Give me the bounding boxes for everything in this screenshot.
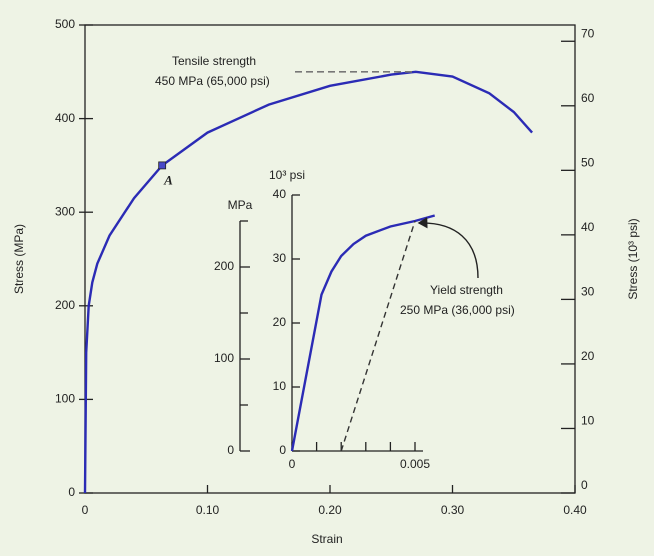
y-tick-label: 500: [55, 17, 75, 31]
point-marker: [158, 161, 167, 170]
inset-y2-label: 10³ psi: [269, 168, 305, 182]
plot-frame: [84, 24, 576, 494]
yield-label: 250 MPa (36,000 psi): [400, 303, 515, 317]
inset-y-tick-label: 0: [227, 443, 234, 457]
inset-y-label: MPa: [228, 198, 253, 212]
y2-tick-label: 30: [581, 285, 595, 299]
data-line: [83, 70, 533, 494]
x-tick-label: 0: [82, 503, 89, 517]
x-tick-label: 0.30: [441, 503, 465, 517]
y2-tick-label: 10: [581, 414, 595, 428]
yield-arrow: [417, 217, 479, 279]
inset-x-tick-label: 0: [289, 457, 296, 471]
x-axis-label: Strain: [311, 532, 342, 546]
y2-tick-label: 0: [581, 478, 588, 492]
data-line: [290, 214, 436, 452]
y2-tick-label: 50: [581, 156, 595, 170]
y2-tick-label: 70: [581, 26, 595, 40]
inset-y-tick-label: 100: [214, 351, 234, 365]
tensile-label: Tensile strength: [172, 54, 256, 68]
inset-y-tick-label: 200: [214, 259, 234, 273]
y-tick-label: 100: [55, 392, 75, 406]
y2-tick-label: 60: [581, 91, 595, 105]
y2-tick-label: 40: [581, 220, 595, 234]
tensile-label: 450 MPa (65,000 psi): [155, 74, 270, 88]
y-tick-label: 0: [68, 485, 75, 499]
point-label: A: [163, 172, 173, 187]
y2-axis-label: Stress (10³ psi): [626, 218, 640, 299]
y-tick-label: 400: [55, 111, 75, 125]
offset-line: [340, 220, 416, 452]
yield-label: Yield strength: [430, 283, 503, 297]
y-tick-label: 300: [55, 204, 75, 218]
inset-y2-tick-label: 30: [273, 251, 287, 265]
x-tick-label: 0.20: [318, 503, 342, 517]
y2-tick-label: 20: [581, 349, 595, 363]
inset-y2-tick-label: 0: [279, 443, 286, 457]
y-axis-label: Stress (MPa): [12, 224, 26, 294]
inset-y2-tick-label: 10: [273, 379, 287, 393]
inset-y2-tick-label: 40: [273, 187, 287, 201]
y-tick-label: 200: [55, 298, 75, 312]
x-tick-label: 0.40: [563, 503, 587, 517]
inset-x-tick-label: 0.005: [400, 457, 430, 471]
inset-y2-tick-label: 20: [273, 315, 287, 329]
x-tick-label: 0.10: [196, 503, 220, 517]
